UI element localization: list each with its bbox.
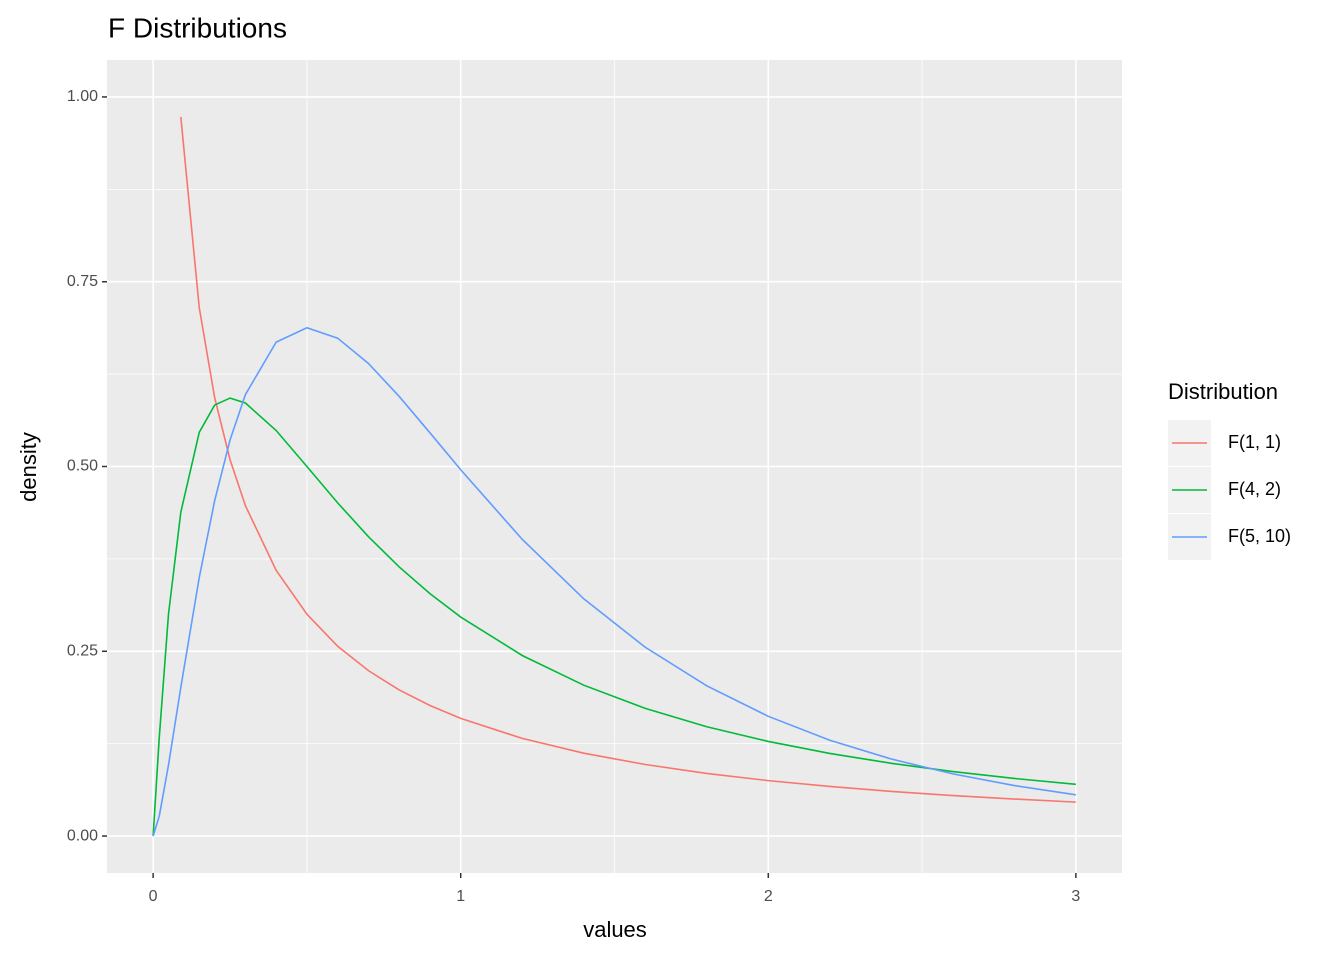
- y-tick-label: 0.50: [67, 458, 98, 475]
- legend: F(1, 1) F(4, 2) F(5, 10): [1168, 420, 1291, 560]
- series-line: [180, 116, 1076, 803]
- legend-label: F(4, 2): [1228, 479, 1281, 499]
- y-axis-label: density: [16, 432, 41, 502]
- series-line: [152, 326, 1076, 837]
- x-tick-label: 2: [764, 888, 773, 905]
- y-tick-label: 0.00: [67, 827, 98, 844]
- x-tick-label: 0: [149, 888, 158, 905]
- y-tick-label: 1.00: [67, 88, 98, 105]
- x-axis-label: values: [583, 917, 647, 942]
- series-line: [152, 397, 1076, 837]
- grid: [107, 60, 1122, 873]
- legend-label: F(5, 10): [1228, 526, 1291, 546]
- x-tick-label: 1: [456, 888, 465, 905]
- legend-title: Distribution: [1168, 379, 1278, 404]
- x-tick-label: 3: [1071, 888, 1080, 905]
- legend-label: F(1, 1): [1228, 432, 1281, 452]
- y-tick-label: 0.25: [67, 642, 98, 659]
- lines: [152, 116, 1076, 837]
- y-tick-label: 0.75: [67, 273, 98, 290]
- chart-title: F Distributions: [108, 12, 287, 43]
